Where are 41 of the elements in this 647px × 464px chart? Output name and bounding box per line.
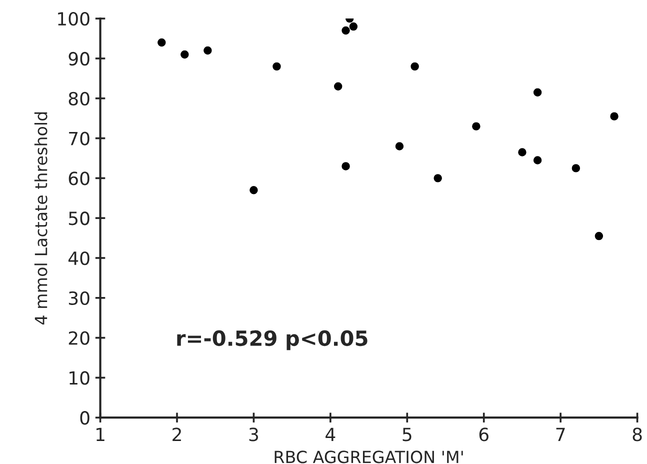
y-tick-label: 10	[70, 371, 90, 385]
annotation: r=-0.529 p<0.05	[177, 330, 368, 350]
point	[204, 46, 212, 55]
point	[518, 148, 526, 156]
point	[395, 142, 404, 150]
y-tick-label: 90	[68, 52, 90, 66]
x-axis-title: RBC AGGREGATION 'M'	[274, 450, 463, 464]
y-axis-title: 4 mmol Lactate threshold	[34, 112, 48, 324]
point	[349, 22, 358, 31]
point	[334, 82, 342, 91]
point	[572, 164, 580, 172]
point	[180, 50, 189, 59]
y-tick-label: 60	[68, 172, 90, 186]
point	[610, 112, 618, 120]
point	[594, 232, 604, 240]
point	[272, 62, 281, 71]
point	[410, 62, 419, 71]
y-tick-label: 100	[58, 12, 90, 26]
x-tick-label: 1	[96, 428, 104, 442]
x-tick-label: 6	[479, 428, 488, 442]
x-tick-label: 5	[402, 428, 412, 442]
point	[158, 38, 166, 47]
point	[472, 122, 480, 130]
y-tick-label: 0	[80, 411, 90, 425]
x-tick-label: 4	[326, 428, 336, 442]
y-tick-label: 20	[68, 331, 90, 345]
y-tick-label: 40	[68, 251, 90, 266]
point	[533, 88, 542, 96]
y-tick-label: 70	[69, 132, 90, 146]
x-tick-label: 7	[556, 428, 565, 442]
y-tick-label: 80	[68, 92, 90, 106]
y-tick-label: 30	[68, 291, 90, 306]
x-tick-label: 8	[632, 428, 642, 442]
point	[342, 26, 350, 35]
y-tick-label: 50	[68, 212, 90, 226]
point	[533, 156, 542, 164]
point	[250, 186, 258, 194]
x-tick-label: 2	[172, 428, 181, 442]
point	[434, 174, 442, 182]
point	[342, 162, 350, 170]
x-tick-label: 3	[249, 428, 258, 442]
